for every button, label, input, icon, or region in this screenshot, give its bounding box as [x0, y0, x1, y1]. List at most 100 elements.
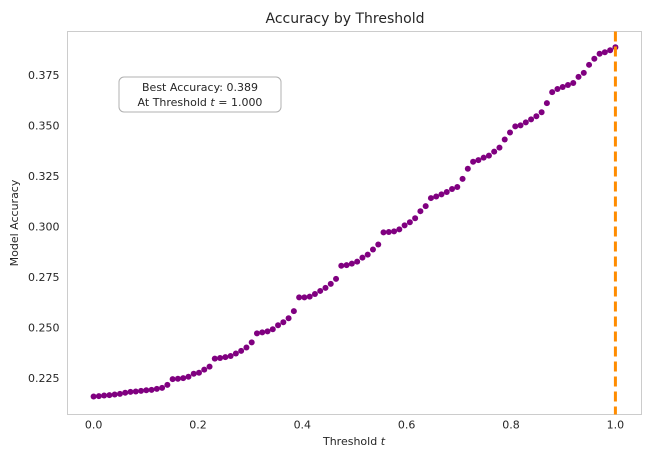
data-point: [243, 344, 250, 351]
data-point: [169, 376, 176, 383]
data-point: [275, 322, 282, 329]
data-point: [522, 119, 529, 126]
data-point: [543, 100, 550, 107]
data-point: [301, 294, 308, 301]
annotation-threshold-var: t: [210, 96, 215, 109]
data-point: [180, 375, 187, 382]
data-point: [433, 193, 440, 200]
data-point: [528, 116, 535, 123]
x-tick-label: 0.8: [502, 419, 520, 432]
data-point: [401, 222, 408, 229]
data-point: [122, 389, 129, 396]
data-point: [343, 262, 350, 269]
data-point: [570, 79, 577, 86]
x-axis-label-var: t: [381, 435, 386, 448]
data-point: [391, 228, 398, 235]
data-point: [127, 388, 134, 395]
data-point: [148, 386, 155, 393]
data-point: [317, 287, 324, 294]
annotation-threshold-prefix: At Threshold: [138, 96, 211, 109]
data-point: [564, 82, 571, 89]
x-tick-label: 0.6: [398, 419, 416, 432]
x-axis-label-text: Threshold: [322, 435, 381, 448]
data-point: [348, 260, 355, 267]
data-point: [554, 86, 561, 93]
data-point: [195, 369, 202, 376]
x-tick-label: 0.2: [189, 419, 207, 432]
data-point: [369, 246, 376, 253]
annotation-frame: [118, 76, 282, 113]
data-points: [90, 44, 619, 400]
data-point: [238, 347, 245, 354]
data-point: [485, 152, 492, 159]
data-point: [538, 109, 545, 116]
data-point: [322, 284, 329, 291]
data-point: [580, 69, 587, 76]
data-point: [607, 47, 614, 54]
data-point: [496, 144, 503, 151]
data-point: [438, 191, 445, 198]
data-point: [306, 293, 313, 300]
data-point: [143, 387, 150, 394]
data-point: [596, 50, 603, 57]
data-point: [90, 393, 97, 400]
y-tick-label: 0.350: [28, 119, 60, 132]
chart-title: Accuracy by Threshold: [266, 11, 425, 27]
data-point: [417, 208, 424, 215]
data-point: [211, 355, 218, 362]
data-point: [549, 89, 556, 96]
data-point: [206, 363, 213, 370]
data-point: [480, 154, 487, 161]
data-point: [501, 136, 508, 143]
data-point: [269, 326, 276, 333]
data-point: [533, 113, 540, 120]
data-point: [101, 392, 108, 399]
data-point: [264, 328, 271, 335]
data-point: [575, 73, 582, 80]
data-point: [253, 330, 260, 337]
y-tick-label: 0.375: [28, 69, 60, 82]
data-point: [380, 229, 387, 236]
data-point: [259, 329, 266, 336]
y-tick-label: 0.250: [28, 321, 60, 334]
data-point: [559, 84, 566, 91]
data-point: [359, 254, 366, 261]
data-point: [354, 258, 361, 265]
data-point: [406, 219, 413, 226]
data-point: [116, 390, 123, 397]
annotation-best-accuracy: Best Accuracy: 0.389: [142, 81, 258, 94]
data-point: [222, 354, 229, 361]
data-point: [190, 370, 197, 377]
data-point: [591, 55, 598, 62]
y-axis-label: Model Accuracy: [8, 179, 21, 266]
data-point: [106, 392, 113, 399]
data-point: [396, 226, 403, 233]
data-point: [280, 319, 287, 326]
data-point: [285, 315, 292, 322]
data-point: [296, 294, 303, 301]
data-point: [464, 165, 471, 172]
data-point: [422, 203, 429, 210]
data-point: [333, 275, 340, 282]
y-axis-ticks: 0.225 0.250 0.275 0.300 0.325 0.350 0.375: [28, 69, 60, 385]
y-tick-label: 0.225: [28, 372, 60, 385]
data-point: [601, 49, 608, 56]
x-axis-ticks: 0.0 0.2 0.4 0.6 0.8 1.0: [85, 419, 624, 432]
data-point: [217, 354, 224, 361]
data-point: [327, 280, 334, 287]
y-tick-label: 0.325: [28, 170, 60, 183]
data-point: [475, 157, 482, 164]
data-point: [385, 228, 392, 235]
data-point: [111, 391, 118, 398]
data-point: [443, 189, 450, 196]
data-point: [185, 373, 192, 380]
data-point: [412, 215, 419, 222]
data-point: [364, 251, 371, 258]
x-tick-label: 1.0: [607, 419, 625, 432]
annotation-threshold-suffix: = 1.000: [215, 96, 263, 109]
data-point: [227, 352, 234, 359]
data-point: [427, 195, 434, 202]
data-point: [201, 366, 208, 373]
